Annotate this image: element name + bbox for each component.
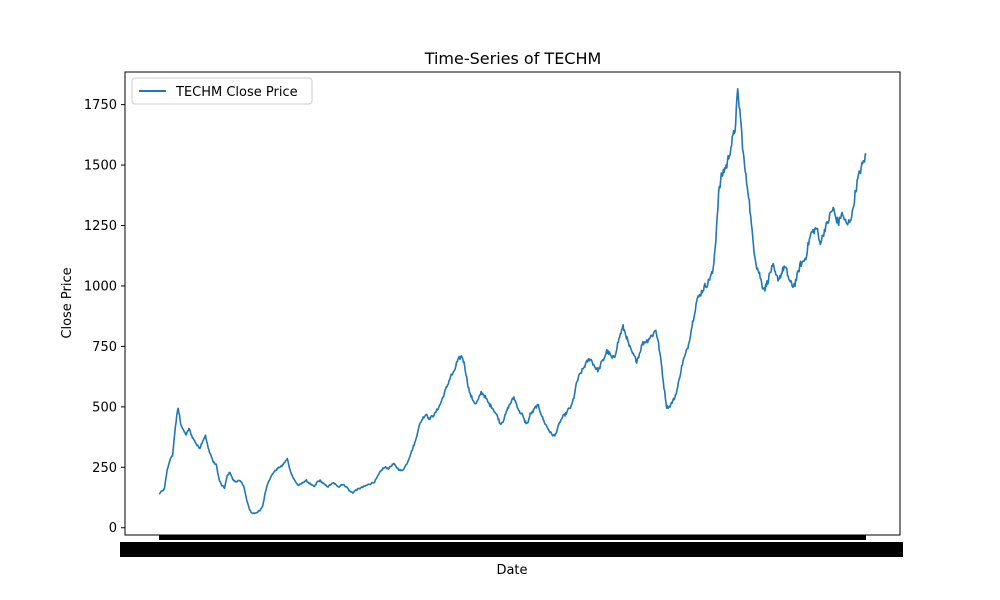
y-tick-label: 0 — [109, 521, 117, 536]
chart-title: Time-Series of TECHM — [424, 49, 602, 68]
plot-area — [125, 72, 900, 535]
x-tick-marks — [159, 535, 866, 540]
y-tick-label: 1500 — [84, 159, 117, 174]
y-tick-label: 1750 — [84, 98, 117, 113]
y-tick-label: 1000 — [84, 279, 117, 294]
plot-frame — [124, 71, 901, 536]
legend-label: TECHM Close Price — [175, 85, 298, 100]
y-axis: 0 250 500 750 1000 1250 1500 1750 — [84, 98, 125, 536]
x-axis-label: Date — [496, 563, 527, 578]
y-axis-label: Close Price — [60, 267, 75, 338]
y-tick-label: 500 — [92, 400, 117, 415]
series-line-techm-close-price — [158, 88, 867, 515]
x-tick-labels — [120, 542, 903, 557]
y-tick-label: 1250 — [84, 219, 117, 234]
y-tick-label: 750 — [92, 340, 117, 355]
legend: TECHM Close Price — [131, 77, 313, 105]
legend-box — [131, 77, 313, 105]
y-tick-label: 250 — [92, 461, 117, 476]
